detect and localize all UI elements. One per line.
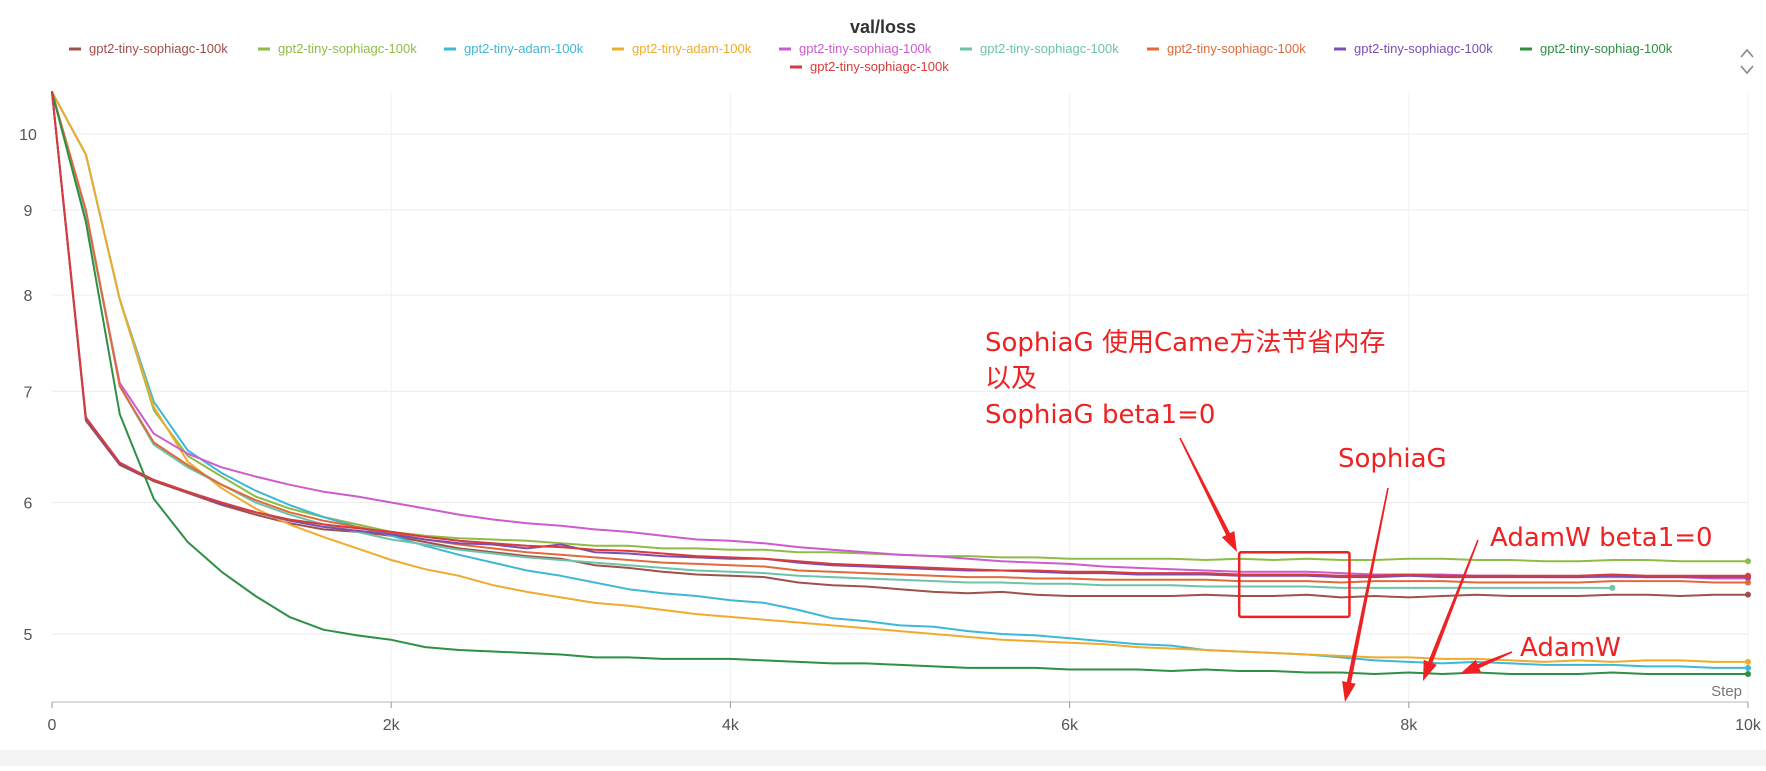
annotation-text: SophiaG bbox=[1338, 444, 1447, 474]
y-tick-label: 6 bbox=[24, 495, 33, 512]
legend-label: gpt2-tiny-sophiagc-100k bbox=[278, 41, 417, 56]
series-line[interactable] bbox=[51, 91, 1749, 584]
series-endpoint bbox=[1745, 579, 1751, 586]
legend-label: gpt2-tiny-sophiagc-100k bbox=[810, 59, 949, 74]
series-line[interactable] bbox=[51, 91, 1749, 599]
series-endpoint bbox=[1745, 664, 1751, 671]
annotation-text: SophiaG 使用Came方法节省内存 bbox=[985, 328, 1385, 358]
series-line[interactable] bbox=[51, 91, 1749, 669]
highlight-box bbox=[1237, 550, 1351, 619]
grid bbox=[52, 92, 1749, 702]
x-tick-label: 2k bbox=[383, 717, 401, 734]
legend-item[interactable]: gpt2-tiny-sophiag-100k bbox=[1520, 41, 1673, 56]
annotation-text: AdamW bbox=[1520, 633, 1621, 663]
scroll-up-icon[interactable] bbox=[1740, 48, 1754, 58]
x-axis: 0 2k 4k 6k 8k 10k bbox=[48, 701, 1762, 734]
legend-item[interactable]: gpt2-tiny-sophiagc-100k bbox=[790, 59, 949, 74]
series-line[interactable] bbox=[51, 91, 1749, 663]
legend-item[interactable]: gpt2-tiny-sophiag-100k bbox=[779, 41, 932, 56]
y-tick-label: 8 bbox=[24, 288, 33, 305]
x-tick-label: 0 bbox=[48, 717, 57, 734]
y-tick-label: 10 bbox=[19, 127, 37, 144]
legend-item[interactable]: gpt2-tiny-adam-100k bbox=[444, 41, 584, 56]
legend-item[interactable]: gpt2-tiny-adam-100k bbox=[612, 41, 752, 56]
series-endpoint bbox=[1745, 671, 1751, 678]
annotation-arrow bbox=[1179, 437, 1237, 552]
legend-label: gpt2-tiny-sophiagc-100k bbox=[980, 41, 1119, 56]
annotation-arrow bbox=[1423, 539, 1479, 681]
y-axis: 5 6 7 8 9 10 bbox=[19, 127, 37, 644]
series-endpoint bbox=[1745, 558, 1751, 565]
legend-label: gpt2-tiny-sophiagc-100k bbox=[1354, 41, 1493, 56]
legend-label: gpt2-tiny-sophiag-100k bbox=[799, 41, 932, 56]
x-tick-label: 4k bbox=[722, 717, 740, 734]
legend-item[interactable]: gpt2-tiny-sophiagc-100k bbox=[69, 41, 228, 56]
x-tick-label: 8k bbox=[1400, 717, 1418, 734]
legend-item[interactable]: gpt2-tiny-sophiagc-100k bbox=[1334, 41, 1493, 56]
legend-item[interactable]: gpt2-tiny-sophiagc-100k bbox=[960, 41, 1119, 56]
x-tick-label: 6k bbox=[1061, 717, 1079, 734]
annotation-arrow bbox=[1460, 651, 1513, 674]
series-endpoint bbox=[1745, 572, 1751, 579]
legend-label: gpt2-tiny-adam-100k bbox=[464, 41, 584, 56]
x-tick-label: 10k bbox=[1735, 717, 1762, 734]
legend-label: gpt2-tiny-adam-100k bbox=[632, 41, 752, 56]
series-line[interactable] bbox=[51, 91, 1614, 589]
legend: gpt2-tiny-sophiagc-100k gpt2-tiny-sophiag… bbox=[69, 41, 1673, 74]
series-endpoint bbox=[1745, 658, 1751, 665]
scroll-down-icon[interactable] bbox=[1740, 65, 1754, 75]
legend-scroll-control[interactable] bbox=[1740, 48, 1754, 75]
series-endpoint bbox=[1609, 584, 1616, 591]
legend-label: gpt2-tiny-sophiagc-100k bbox=[1167, 41, 1306, 56]
chart-title: val/loss bbox=[850, 17, 916, 37]
y-tick-label: 5 bbox=[24, 627, 33, 644]
annotation-text: SophiaG beta1=0 bbox=[985, 400, 1215, 430]
annotation-text: AdamW beta1=0 bbox=[1490, 523, 1713, 553]
series-endpoint bbox=[1745, 591, 1751, 598]
y-tick-label: 9 bbox=[24, 203, 33, 220]
annotation-arrow bbox=[1342, 487, 1389, 702]
legend-label: gpt2-tiny-sophiagc-100k bbox=[89, 41, 228, 56]
x-axis-label: Step bbox=[1711, 683, 1742, 700]
annotation-text: 以及 bbox=[985, 364, 1037, 394]
y-tick-label: 7 bbox=[24, 384, 33, 401]
legend-label: gpt2-tiny-sophiag-100k bbox=[1540, 41, 1673, 56]
legend-item[interactable]: gpt2-tiny-sophiagc-100k bbox=[1147, 41, 1306, 56]
legend-item[interactable]: gpt2-tiny-sophiagc-100k bbox=[258, 41, 417, 56]
series-line[interactable] bbox=[51, 91, 1749, 579]
